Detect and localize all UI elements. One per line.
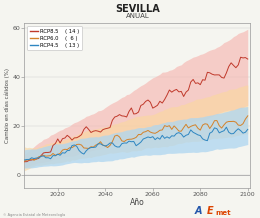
Y-axis label: Cambio en días cálidos (%): Cambio en días cálidos (%)	[4, 68, 10, 143]
Text: E: E	[207, 206, 213, 216]
Text: A: A	[195, 206, 203, 216]
Title: SEVILLA: SEVILLA	[115, 4, 160, 14]
Text: met: met	[216, 210, 231, 216]
X-axis label: Año: Año	[130, 198, 145, 207]
Text: © Agencia Estatal de Meteorología: © Agencia Estatal de Meteorología	[3, 213, 65, 217]
Legend: RCP8.5    ( 14 ), RCP6.0    (  6 ), RCP4.5    ( 13 ): RCP8.5 ( 14 ), RCP6.0 ( 6 ), RCP4.5 ( 13…	[27, 26, 82, 50]
Text: ANUAL: ANUAL	[125, 13, 149, 19]
